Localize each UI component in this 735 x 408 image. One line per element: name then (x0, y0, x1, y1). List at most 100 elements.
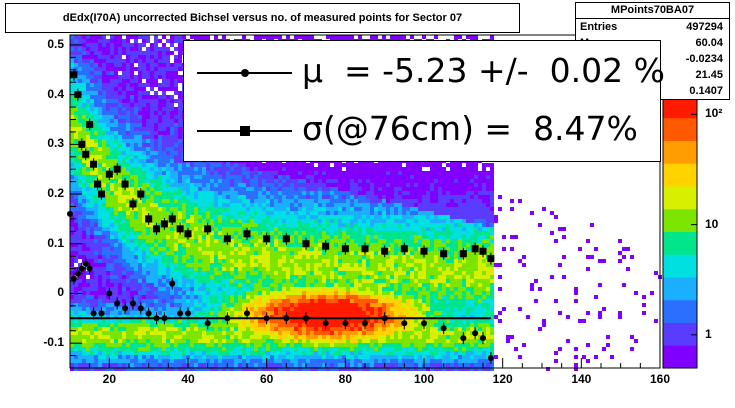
mu-point (153, 315, 160, 322)
y-tick-label: 0.1 (47, 235, 64, 250)
mu-point (129, 300, 136, 307)
stats-value: 497294 (686, 21, 723, 33)
sigma-point (97, 190, 105, 198)
x-tick-label: 160 (649, 372, 671, 386)
stats-value: 60.04 (695, 37, 723, 49)
stats-value: -0.0234 (685, 53, 723, 65)
mu-point (114, 300, 121, 307)
colorbar-tick-label: 10² (705, 106, 723, 121)
legend-label: σ(@76cm) = 8.47% (302, 109, 638, 148)
sigma-point (487, 255, 495, 263)
sigma-point (204, 225, 212, 233)
mu-point (303, 315, 309, 322)
sigma-point (94, 180, 102, 188)
mu-point (70, 275, 77, 282)
sigma-point (361, 245, 369, 253)
sigma-point (105, 170, 113, 178)
y-tick-label: 0.2 (47, 186, 64, 201)
x-tick-label: 40 (181, 372, 195, 386)
mu-point (244, 310, 250, 317)
mu-point (98, 310, 105, 317)
stats-row: Entries 497294 (580, 21, 723, 34)
mu-point (161, 315, 168, 322)
sigma-point (121, 180, 129, 188)
mu-point (224, 315, 231, 322)
colorbar-tick-label: 10 (705, 216, 719, 231)
mu-point (90, 310, 97, 317)
mu-point (204, 320, 211, 327)
mu-point (106, 290, 113, 297)
sigma-point (184, 230, 192, 238)
stats-value: 21.45 (695, 69, 723, 81)
chart-title-text: dEdx(I70A) uncorrected Bichsel versus no… (62, 12, 463, 24)
mu-point (487, 355, 494, 362)
sigma-point (381, 247, 389, 255)
sigma-point (479, 247, 487, 255)
sigma-point (400, 245, 408, 253)
mu-point (381, 315, 388, 322)
legend: μ = -5.23 +/- 0.02 % σ(@76cm) = 8.47% (183, 40, 665, 162)
y-tick-label: -0.1 (43, 335, 64, 350)
mu-point (421, 320, 427, 327)
stats-key: Entries (580, 21, 618, 33)
stats-name: MPoints70BA07 (576, 3, 729, 19)
x-tick-label: 20 (102, 372, 116, 386)
sigma-point (322, 242, 330, 250)
sigma-point (86, 120, 94, 128)
sigma-point (302, 240, 310, 248)
sigma-point (459, 250, 467, 258)
mu-point (460, 335, 467, 342)
y-tick-label: 0 (57, 285, 64, 300)
x-tick-label: 120 (492, 372, 513, 386)
x-tick-label: 80 (338, 372, 352, 386)
sigma-point (168, 215, 176, 223)
sigma-point (263, 235, 271, 243)
y-tick-label: 0.4 (47, 86, 64, 101)
mu-point (122, 305, 129, 312)
sigma-point (243, 230, 251, 238)
colorbar (663, 95, 697, 369)
sigma-point (282, 235, 290, 243)
mu-point (74, 270, 81, 277)
sigma-point (82, 150, 90, 158)
mu-point (185, 310, 191, 317)
mu-point (342, 320, 349, 327)
sigma-point (113, 165, 121, 173)
mu-point (78, 265, 85, 272)
mu-point (177, 310, 184, 317)
sigma-point (90, 160, 98, 168)
x-tick-label: 140 (571, 372, 592, 386)
sigma-point (137, 190, 145, 198)
mu-point (440, 325, 447, 332)
mu-point (137, 305, 144, 312)
stats-value: 0.1407 (689, 85, 723, 97)
x-tick-label: 60 (259, 372, 274, 386)
sigma-point (341, 245, 349, 253)
mu-point (82, 260, 89, 267)
mu-point (472, 330, 479, 337)
x-tick-label: 100 (413, 372, 435, 386)
sigma-point (471, 245, 479, 253)
mu-point (401, 320, 408, 327)
sigma-point (440, 250, 448, 258)
mu-point (86, 265, 93, 272)
sigma-point (129, 200, 137, 208)
colorbar-tick-label: 1 (705, 326, 712, 341)
sigma-point (420, 247, 428, 255)
legend-entry-mu: μ = -5.23 +/- 0.02 % (184, 47, 665, 97)
sigma-point (153, 225, 161, 233)
mu-point (322, 320, 329, 327)
mu-point (169, 280, 176, 287)
sigma-point (176, 225, 184, 233)
sigma-point (160, 220, 168, 228)
legend-entry-sigma: σ(@76cm) = 8.47% (184, 105, 660, 155)
sigma-point (70, 71, 78, 79)
mu-point (283, 315, 290, 322)
sigma-point (223, 235, 231, 243)
mu-point (480, 335, 486, 342)
legend-label: μ = -5.23 +/- 0.02 % (302, 51, 665, 90)
mu-point (362, 320, 368, 327)
y-tick-label: 0.5 (47, 36, 64, 51)
mu-point (145, 310, 152, 317)
sigma-point (145, 215, 153, 223)
